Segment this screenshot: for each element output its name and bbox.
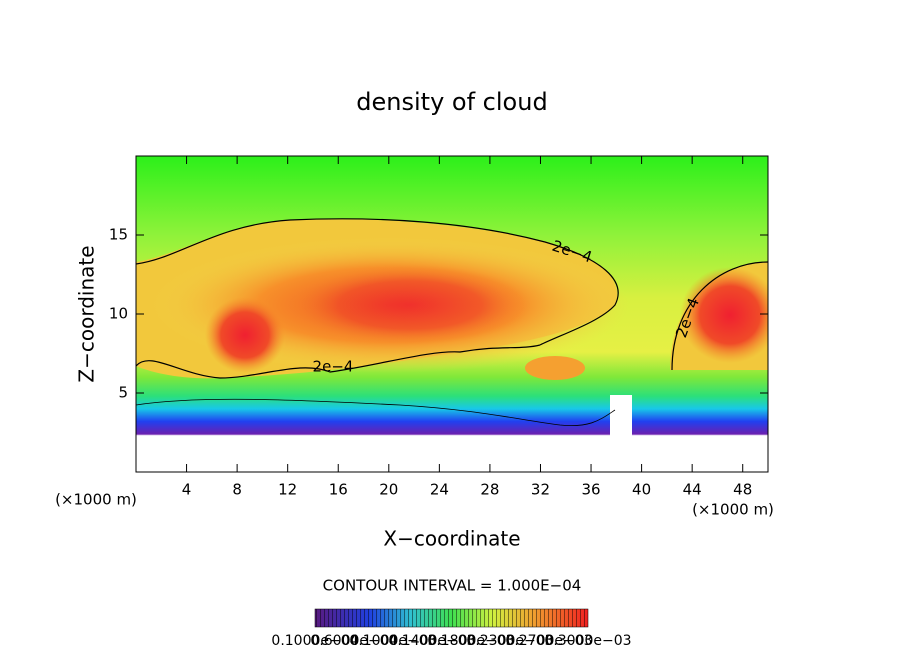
x-tick-label: 4: [182, 481, 192, 499]
x-unit: (×1000 m): [692, 501, 774, 519]
x-tick-label: 24: [430, 481, 449, 499]
colorbar-label: 0.3000e−03: [544, 633, 631, 649]
y-axis-label: Z−coordinate: [75, 245, 99, 382]
colorbar-label: 0.1000e−03: [349, 633, 436, 649]
colorbar-label: 0.1400e−03: [388, 633, 475, 649]
x-tick-label: 8: [232, 481, 242, 499]
x-tick-label: 48: [733, 481, 752, 499]
colorbar-label: 0.1800e−03: [427, 633, 514, 649]
colorbar-label: 0.2300e−03: [466, 633, 553, 649]
contour-interval: CONTOUR INTERVAL = 1.000E−04: [323, 577, 582, 595]
x-tick-label: 28: [480, 481, 499, 499]
x-tick-label: 44: [683, 481, 702, 499]
x-tick-label: 36: [581, 481, 600, 499]
x-axis-label: X−coordinate: [383, 527, 520, 551]
x-tick-label: 12: [278, 481, 297, 499]
x-tick-label: 20: [379, 481, 398, 499]
x-tick-label: 32: [531, 481, 550, 499]
contour-label: 2e−4: [313, 358, 354, 376]
y-tick-label: 5: [118, 384, 128, 402]
chart-title: density of cloud: [356, 88, 547, 116]
x-tick-label: 40: [632, 481, 651, 499]
y-tick-label: 15: [109, 226, 128, 244]
y-unit: (×1000 m): [55, 491, 137, 509]
colorbar-label: 0.1000e−04: [271, 633, 358, 649]
colorbar-label: 0.2700e−03: [505, 633, 592, 649]
colorbar-label: 0.6000e−04: [310, 633, 397, 649]
y-tick-label: 10: [109, 305, 128, 323]
x-tick-label: 16: [329, 481, 348, 499]
field: [136, 156, 768, 472]
colorbar-stripes: [314, 608, 589, 628]
